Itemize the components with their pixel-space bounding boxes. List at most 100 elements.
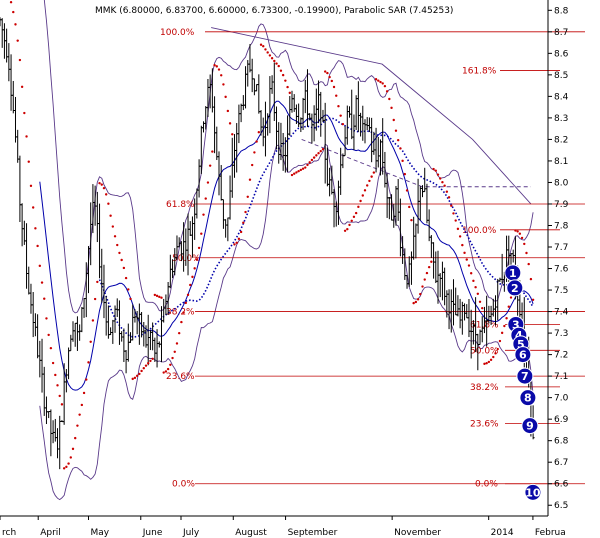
sar-dot [107, 202, 110, 205]
sar-dot [162, 371, 165, 374]
sar-dot [372, 171, 376, 174]
sar-dot [116, 243, 119, 247]
price-tick-label: 7.4 [554, 308, 569, 318]
sar-dot [253, 151, 256, 154]
sar-dot [399, 147, 402, 150]
sar-dot [443, 184, 446, 187]
price-tick-label: 8.6 [554, 49, 569, 59]
sar-dot [419, 292, 422, 296]
sar-dot [49, 346, 53, 350]
time-tick-label: June [142, 528, 163, 538]
sar-dot [255, 140, 258, 143]
sar-dot [279, 69, 283, 72]
sar-dot [85, 378, 88, 381]
sar-dot [476, 292, 480, 296]
sar-dot [120, 258, 123, 262]
sar-dot [288, 91, 291, 95]
fib-level-label: 50.0% [470, 346, 499, 356]
price-tick-label: 8.1 [554, 157, 568, 167]
sar-dot [408, 205, 411, 209]
sar-dot [385, 90, 389, 93]
price-tick-label: 7.1 [554, 372, 568, 382]
sar-dot [100, 183, 103, 186]
sar-dot [461, 243, 464, 247]
sar-dot [500, 331, 504, 335]
sar-dot [346, 227, 349, 231]
sar-dot [67, 462, 70, 465]
sar-dot [275, 62, 278, 65]
sar-dot [370, 175, 373, 178]
sar-dot [350, 219, 353, 222]
sar-dot [45, 317, 48, 320]
sar-dot [335, 94, 338, 97]
sar-dot [56, 384, 59, 387]
sar-dot [113, 235, 117, 238]
sar-dot [96, 280, 99, 284]
sar-dot [171, 356, 174, 360]
sar-dot [319, 149, 322, 153]
sar-dot [147, 362, 150, 365]
sar-dot [352, 215, 356, 219]
sar-dot [496, 347, 499, 351]
price-tick-label: 7.8 [554, 221, 569, 231]
sar-dot [472, 279, 475, 283]
fib-level-label: 61.8% [166, 200, 195, 210]
sar-dot [523, 242, 526, 246]
sar-dot [270, 57, 274, 60]
sar-dot [323, 70, 327, 73]
sar-dot [379, 80, 382, 84]
wave-marker-circle [521, 417, 539, 435]
sar-dot [135, 374, 139, 378]
sar-dot [25, 135, 28, 138]
sar-dot [151, 357, 154, 360]
sar-dot [233, 243, 236, 246]
sar-dot [206, 181, 210, 184]
price-tick-label: 6.6 [554, 480, 569, 490]
short-moving-average-line [39, 100, 534, 391]
sar-dot [423, 278, 426, 281]
sar-dot [197, 246, 201, 250]
sar-dot [12, 10, 15, 14]
sar-dot [169, 363, 172, 366]
sar-dot [51, 361, 55, 365]
sar-dot [164, 370, 168, 373]
price-tick-label: 8.3 [554, 114, 568, 124]
price-tick-label: 8.5 [554, 71, 568, 81]
sar-dot [374, 78, 378, 81]
sar-dot [297, 169, 300, 173]
fib-level-label: 23.6% [470, 419, 499, 429]
sar-dot [281, 73, 285, 77]
wave-marker-label: 2 [511, 282, 519, 295]
sar-dot [228, 122, 232, 125]
sar-dot [129, 297, 132, 301]
sar-dot [295, 171, 298, 174]
sar-dot [186, 293, 190, 297]
sar-dot [246, 195, 249, 198]
sar-dot [182, 311, 185, 314]
sar-dot [34, 227, 37, 230]
sar-dot [138, 372, 141, 376]
sar-dot [262, 44, 265, 48]
sar-dot [326, 71, 329, 75]
sar-dot [235, 241, 238, 244]
sar-dot [439, 177, 442, 180]
sar-dot [503, 324, 506, 328]
sar-dot [220, 74, 223, 77]
sar-dot [127, 288, 130, 291]
sar-dot [377, 79, 380, 82]
sar-dot [266, 51, 269, 54]
sar-dot [40, 281, 44, 284]
price-tick-label: 7.6 [554, 265, 569, 275]
chart-title: MMK (6.80000, 6.83700, 6.60000, 6.73300,… [95, 6, 453, 16]
sar-dot [239, 230, 243, 234]
long-moving-average-line [98, 117, 534, 338]
price-tick-label: 7.5 [554, 286, 568, 296]
time-tick-label: 2014 [491, 528, 514, 538]
sar-dot [264, 48, 267, 51]
sar-dot [76, 424, 79, 427]
sar-dot [509, 296, 513, 299]
sar-dot [498, 339, 502, 343]
sar-dot [31, 206, 35, 209]
sar-dot [102, 186, 106, 190]
